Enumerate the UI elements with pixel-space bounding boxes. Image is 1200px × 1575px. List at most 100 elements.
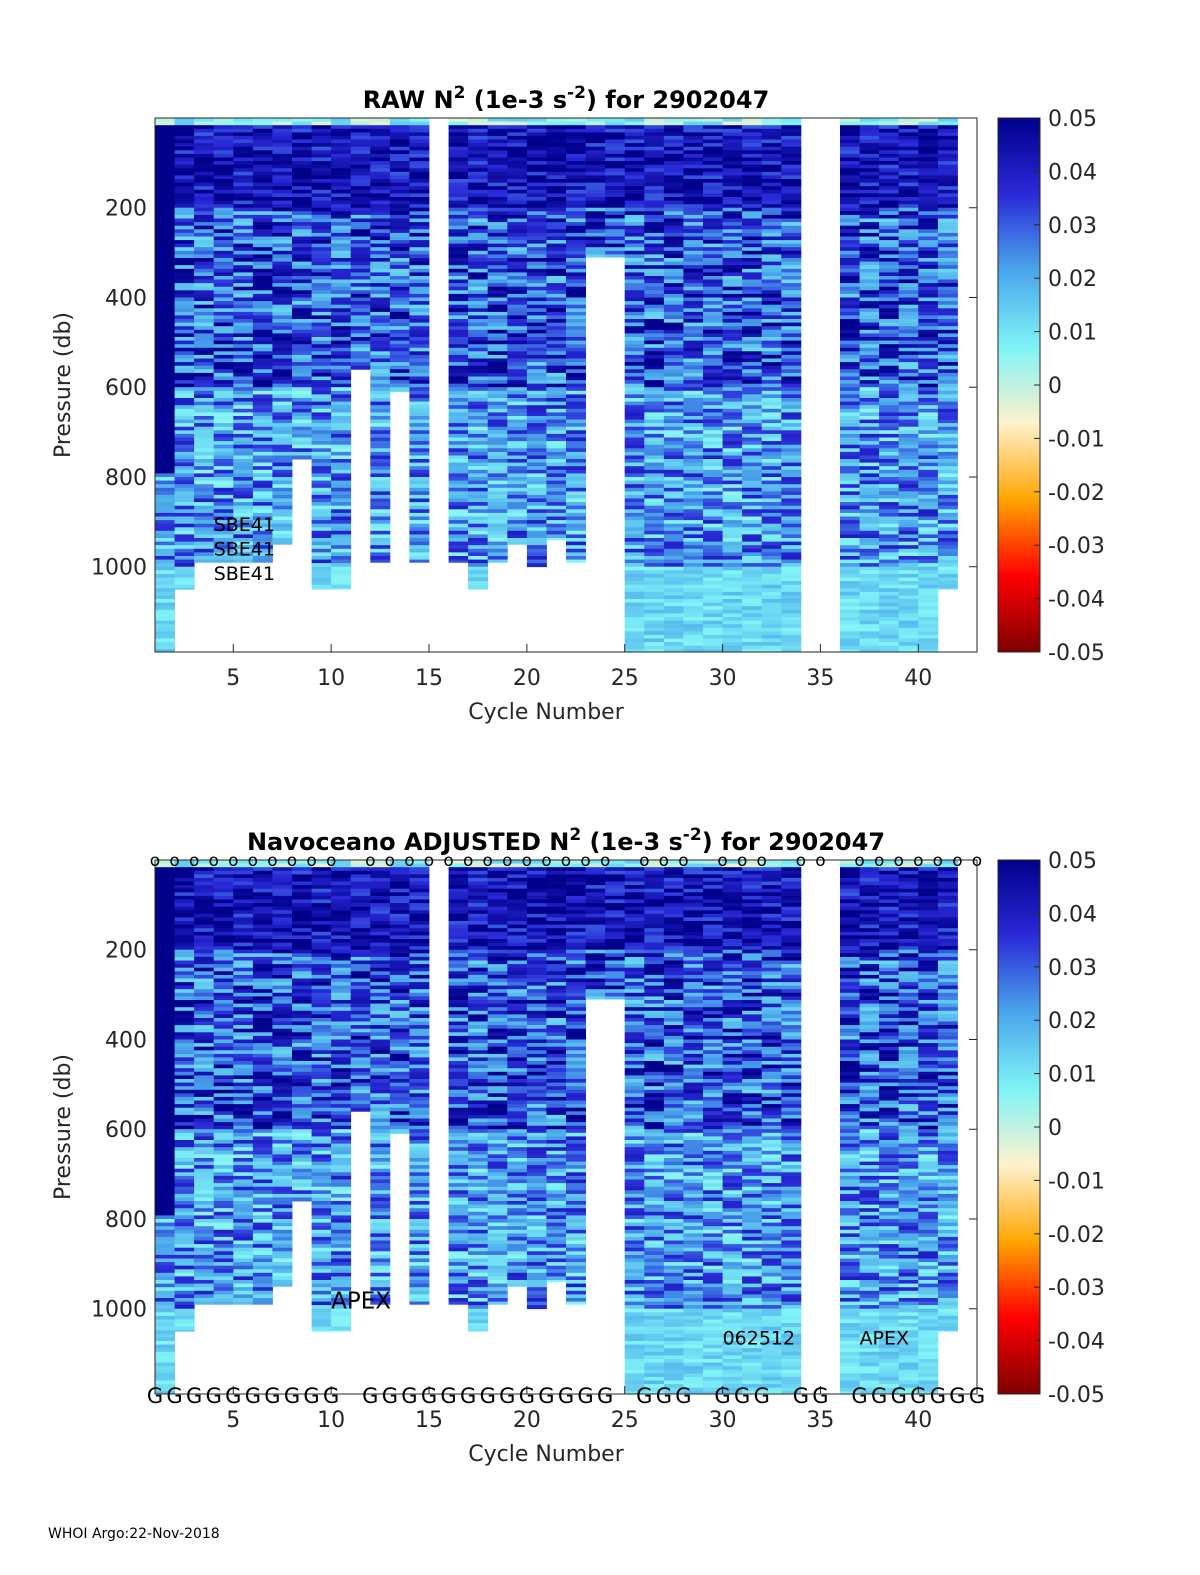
- heatmap-cell: [409, 383, 430, 388]
- heatmap-cell: [448, 369, 469, 374]
- heatmap-cell: [331, 469, 352, 474]
- heatmap-cell: [155, 996, 175, 1001]
- heatmap-cell: [683, 649, 704, 653]
- heatmap-cell: [781, 509, 802, 514]
- heatmap-cell: [918, 161, 939, 166]
- heatmap-cell: [174, 333, 195, 338]
- heatmap-cell: [526, 462, 547, 467]
- heatmap-cell: [448, 319, 469, 323]
- heatmap-cell: [879, 347, 900, 352]
- heatmap-cell: [703, 595, 723, 600]
- heatmap-cell: [683, 448, 704, 453]
- heatmap-cell: [546, 347, 567, 352]
- heatmap-cell: [898, 157, 919, 162]
- heatmap-cell: [389, 383, 410, 388]
- heatmap-cell: [292, 398, 312, 402]
- heatmap-cell: [370, 459, 391, 463]
- heatmap-cell: [840, 437, 860, 442]
- heatmap-cell: [703, 448, 723, 453]
- heatmap-cell: [526, 254, 547, 259]
- heatmap-cell: [370, 552, 391, 557]
- heatmap-cell: [663, 423, 684, 428]
- heatmap-cell: [761, 121, 782, 126]
- heatmap-cell: [742, 186, 763, 191]
- heatmap-cell: [389, 337, 410, 341]
- heatmap-cell: [448, 218, 469, 223]
- heatmap-cell: [213, 459, 234, 463]
- heatmap-cell: [722, 617, 743, 621]
- heatmap-cell: [859, 358, 880, 363]
- heatmap-cell: [663, 455, 684, 460]
- heatmap-cell: [566, 272, 586, 277]
- heatmap-cell: [174, 588, 195, 590]
- heatmap-cell: [350, 290, 371, 295]
- heatmap-cell: [879, 444, 900, 449]
- heatmap-cell: [213, 135, 234, 140]
- heatmap-cell: [918, 455, 939, 460]
- heatmap-cell: [507, 308, 528, 313]
- heatmap-cell: [742, 197, 763, 201]
- heatmap-cell: [918, 214, 939, 219]
- heatmap-cell: [409, 351, 430, 356]
- heatmap-cell: [703, 520, 723, 525]
- heatmap-cell: [487, 157, 508, 162]
- heatmap-cell: [252, 214, 273, 219]
- heatmap-cell: [233, 556, 254, 560]
- heatmap-cell: [859, 340, 880, 345]
- heatmap-cell: [937, 340, 958, 345]
- heatmap-cell: [487, 301, 508, 306]
- heatmap-cell: [272, 164, 293, 169]
- heatmap-cell: [155, 1290, 175, 1295]
- heatmap-cell: [781, 534, 802, 539]
- heatmap-cell: [918, 383, 939, 388]
- heatmap-cell: [155, 566, 175, 571]
- heatmap-cell: [370, 333, 391, 338]
- heatmap-cell: [409, 541, 430, 546]
- heatmap-cell: [155, 480, 175, 485]
- heatmap-cell: [761, 351, 782, 356]
- heatmap-cell: [252, 548, 273, 553]
- heatmap-cell: [487, 387, 508, 392]
- heatmap-cell: [155, 1280, 175, 1284]
- heatmap-cell: [781, 387, 802, 392]
- heatmap-cell: [624, 419, 645, 424]
- heatmap-cell: [331, 365, 352, 370]
- heatmap-cell: [898, 143, 919, 148]
- heatmap-cell: [663, 304, 684, 309]
- heatmap-cell: [722, 189, 743, 194]
- heatmap-cell: [409, 261, 430, 266]
- heatmap-cell: [507, 268, 528, 273]
- heatmap-cell: [174, 369, 195, 374]
- heatmap-cell: [663, 261, 684, 266]
- heatmap-cell: [331, 186, 352, 191]
- heatmap-cell: [194, 426, 215, 431]
- heatmap-cell: [703, 538, 723, 542]
- heatmap-cell: [252, 308, 273, 313]
- heatmap-cell: [683, 150, 704, 155]
- heatmap-cell: [742, 502, 763, 507]
- heatmap-cell: [761, 466, 782, 471]
- heatmap-cell: [840, 645, 860, 650]
- heatmap-cell: [155, 487, 175, 492]
- heatmap-cell: [252, 351, 273, 356]
- heatmap-cell: [213, 308, 234, 313]
- heatmap-cell: [526, 559, 547, 564]
- heatmap-cell: [213, 520, 234, 525]
- heatmap-cell: [468, 214, 489, 219]
- heatmap-cell: [937, 383, 958, 388]
- heatmap-cell: [761, 214, 782, 219]
- heatmap-cell: [174, 505, 195, 510]
- heatmap-cell: [937, 351, 958, 356]
- heatmap-cell: [350, 268, 371, 273]
- heatmap-cell: [663, 189, 684, 194]
- heatmap-cell: [507, 128, 528, 133]
- heatmap-cell: [644, 523, 665, 528]
- heatmap-cell: [331, 556, 352, 560]
- heatmap-cell: [370, 516, 391, 521]
- heatmap-cell: [409, 146, 430, 151]
- heatmap-cell: [644, 398, 665, 402]
- heatmap-cell: [252, 466, 273, 471]
- heatmap-cell: [840, 599, 860, 603]
- heatmap-cell: [722, 218, 743, 223]
- heatmap-cell: [546, 143, 567, 148]
